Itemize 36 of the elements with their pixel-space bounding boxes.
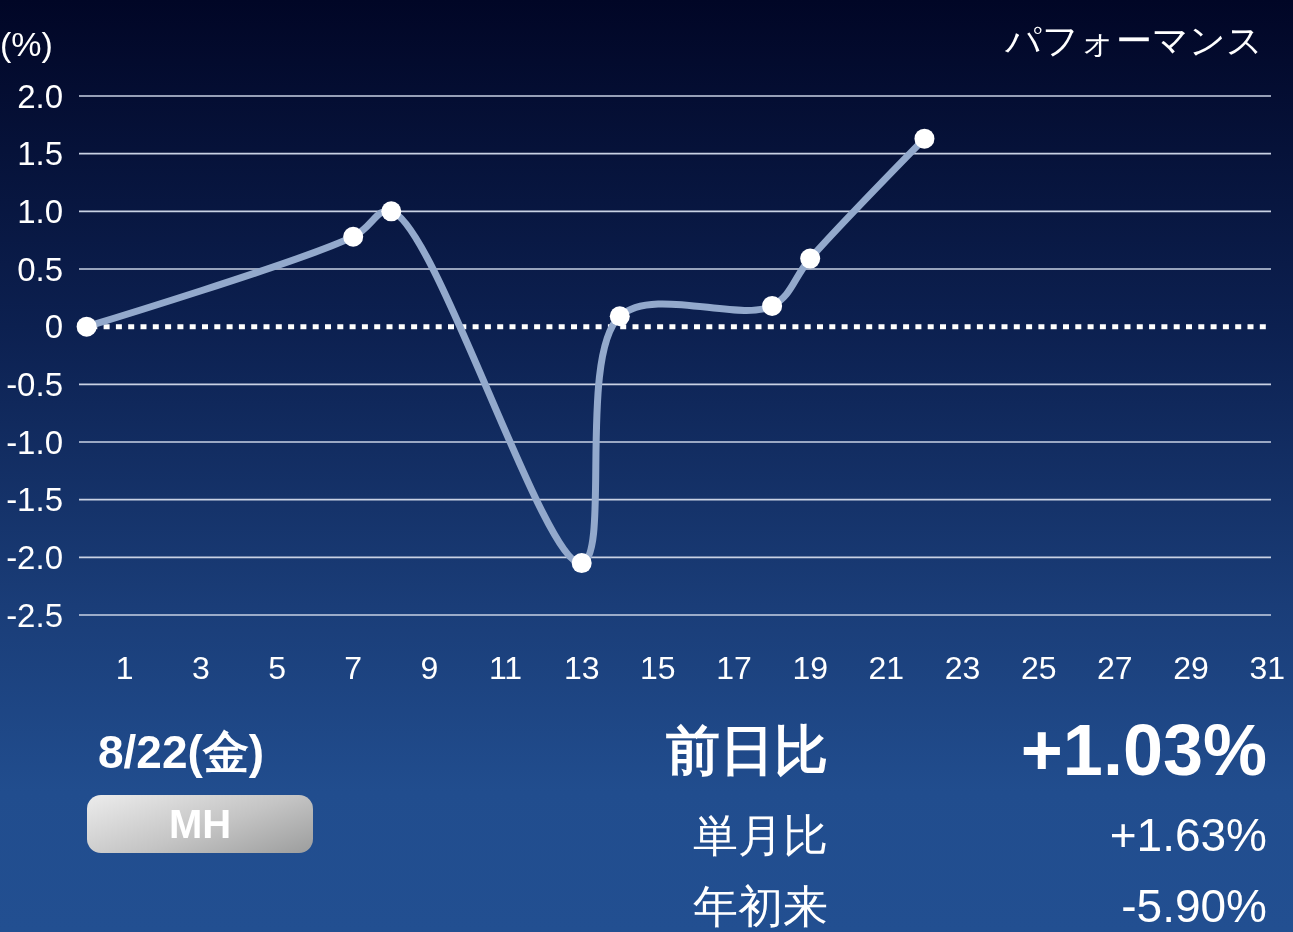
y-tick-label: -0.5 — [6, 365, 63, 403]
x-tick-label: 27 — [1097, 650, 1133, 686]
y-tick-label: 1.0 — [17, 192, 63, 230]
y-axis-title: (%) — [0, 25, 53, 63]
y-tick-label: -1.5 — [6, 481, 63, 519]
text: -5.90% — [1121, 880, 1267, 932]
y-tick-label: -1.0 — [6, 423, 63, 461]
x-tick-label: 23 — [944, 650, 981, 686]
y-tick-label: 0 — [44, 308, 63, 346]
text: +1.63% — [1109, 809, 1267, 861]
text: +1.03% — [1020, 710, 1267, 790]
x-tick-label: 25 — [1020, 650, 1057, 686]
y-tick-label: 0.5 — [17, 250, 63, 288]
x-tick-label: 1 — [115, 650, 134, 686]
x-tick-label: 15 — [640, 650, 676, 686]
text: 前日比 — [666, 720, 828, 780]
x-tick-label: 13 — [563, 650, 600, 686]
y-tick-label: -2.0 — [6, 538, 63, 576]
text: 年初来 — [693, 880, 828, 932]
x-tick-label: 19 — [792, 650, 828, 686]
x-tick-label: 3 — [191, 650, 210, 686]
text: 8/22(金) — [98, 726, 265, 778]
y-tick-label: 1.5 — [17, 135, 63, 173]
x-tick-label: 5 — [268, 650, 286, 686]
x-tick-label: 31 — [1249, 650, 1285, 686]
x-tick-label: 9 — [420, 650, 439, 686]
text: 単月比 — [693, 809, 828, 861]
x-tick-label: 17 — [716, 650, 752, 686]
button: MH — [87, 795, 313, 853]
x-tick-label: 11 — [488, 650, 523, 686]
x-tick-label: 7 — [344, 650, 363, 686]
x-tick-label: 21 — [868, 650, 905, 686]
y-tick-label: -2.5 — [6, 596, 63, 634]
y-tick-label: 2.0 — [17, 77, 63, 115]
x-tick-label: 29 — [1173, 650, 1209, 686]
chart-title: パフォーマンス — [1004, 19, 1263, 61]
